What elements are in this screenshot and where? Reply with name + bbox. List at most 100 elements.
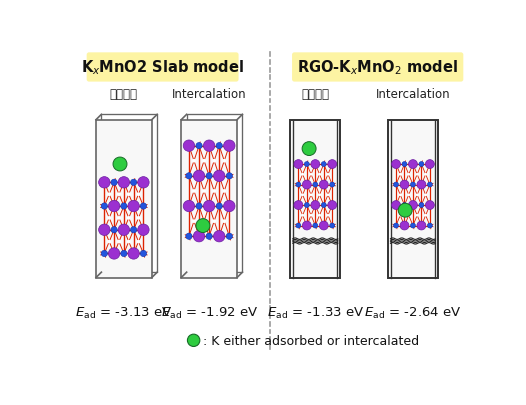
Circle shape [224, 141, 235, 152]
Circle shape [194, 171, 205, 182]
Circle shape [305, 203, 309, 208]
Circle shape [393, 183, 399, 188]
Circle shape [226, 143, 232, 149]
Circle shape [301, 194, 304, 197]
Text: : K either adsorbed or intercalated: : K either adsorbed or intercalated [203, 334, 419, 347]
Circle shape [402, 224, 407, 228]
Circle shape [419, 183, 424, 188]
Text: $\mathit{E}_{\mathregular{ad}}$ = -2.64 eV: $\mathit{E}_{\mathregular{ad}}$ = -2.64 … [364, 305, 462, 320]
Bar [96, 120, 152, 278]
Circle shape [310, 173, 312, 176]
Circle shape [328, 201, 337, 210]
Circle shape [183, 201, 195, 212]
Circle shape [226, 173, 232, 179]
Circle shape [107, 193, 111, 196]
Circle shape [140, 180, 147, 186]
Circle shape [137, 240, 140, 244]
Circle shape [417, 222, 426, 230]
Circle shape [302, 142, 316, 156]
Circle shape [138, 224, 149, 236]
Circle shape [130, 227, 137, 233]
Circle shape [202, 160, 206, 163]
Circle shape [419, 203, 424, 208]
Circle shape [302, 181, 311, 190]
Circle shape [410, 203, 416, 208]
Circle shape [319, 181, 328, 190]
Circle shape [213, 160, 216, 163]
Circle shape [400, 181, 409, 190]
Bar [181, 120, 237, 278]
Circle shape [318, 194, 321, 197]
Circle shape [327, 173, 329, 176]
Circle shape [186, 173, 192, 179]
Bar [187, 115, 242, 273]
Circle shape [120, 251, 127, 257]
Circle shape [101, 227, 107, 233]
Circle shape [321, 162, 326, 167]
Circle shape [391, 160, 400, 169]
Circle shape [137, 216, 140, 220]
Circle shape [117, 216, 121, 220]
Circle shape [226, 233, 232, 240]
Circle shape [108, 248, 120, 260]
Circle shape [409, 201, 418, 210]
Text: K$_x$MnO2 Slab model: K$_x$MnO2 Slab model [81, 58, 244, 77]
Bar [290, 120, 340, 278]
Circle shape [192, 160, 196, 163]
Circle shape [393, 162, 399, 167]
Circle shape [113, 158, 127, 171]
Circle shape [296, 203, 301, 208]
Circle shape [186, 143, 192, 149]
Circle shape [310, 194, 312, 197]
Circle shape [313, 162, 318, 167]
Circle shape [117, 193, 121, 196]
Circle shape [301, 214, 304, 217]
Circle shape [120, 203, 127, 210]
Circle shape [196, 173, 202, 179]
Text: RGO-K$_x$MnO$_2$ model: RGO-K$_x$MnO$_2$ model [297, 58, 458, 77]
Circle shape [321, 203, 326, 208]
Circle shape [138, 177, 149, 189]
Bar [102, 115, 157, 273]
Circle shape [127, 216, 130, 220]
Circle shape [202, 190, 206, 193]
Circle shape [302, 222, 311, 230]
FancyBboxPatch shape [292, 53, 463, 82]
Circle shape [305, 162, 309, 167]
Circle shape [214, 231, 225, 242]
Circle shape [196, 219, 210, 233]
Circle shape [101, 180, 107, 186]
Circle shape [311, 201, 320, 210]
Circle shape [196, 203, 202, 210]
Circle shape [330, 203, 335, 208]
Circle shape [296, 183, 301, 188]
Circle shape [426, 201, 434, 210]
Circle shape [399, 173, 402, 176]
Circle shape [399, 194, 402, 197]
Circle shape [118, 224, 129, 236]
Circle shape [305, 224, 309, 228]
Circle shape [108, 201, 120, 212]
Circle shape [416, 194, 419, 197]
Circle shape [120, 180, 127, 186]
Circle shape [424, 173, 427, 176]
Circle shape [130, 203, 137, 210]
Circle shape [419, 224, 424, 228]
Circle shape [214, 171, 225, 182]
Text: $\mathit{E}_{\mathregular{ad}}$ = -1.92 eV: $\mathit{E}_{\mathregular{ad}}$ = -1.92 … [160, 305, 258, 320]
Circle shape [194, 231, 205, 242]
Circle shape [399, 214, 402, 217]
Circle shape [196, 143, 202, 149]
Circle shape [117, 240, 121, 244]
Circle shape [213, 190, 216, 193]
Circle shape [424, 214, 427, 217]
Circle shape [192, 220, 196, 224]
Circle shape [402, 183, 407, 188]
Circle shape [398, 204, 412, 217]
Circle shape [202, 220, 206, 224]
Circle shape [400, 222, 409, 230]
Circle shape [140, 203, 147, 210]
Circle shape [206, 143, 213, 149]
Circle shape [407, 173, 410, 176]
Circle shape [216, 233, 222, 240]
